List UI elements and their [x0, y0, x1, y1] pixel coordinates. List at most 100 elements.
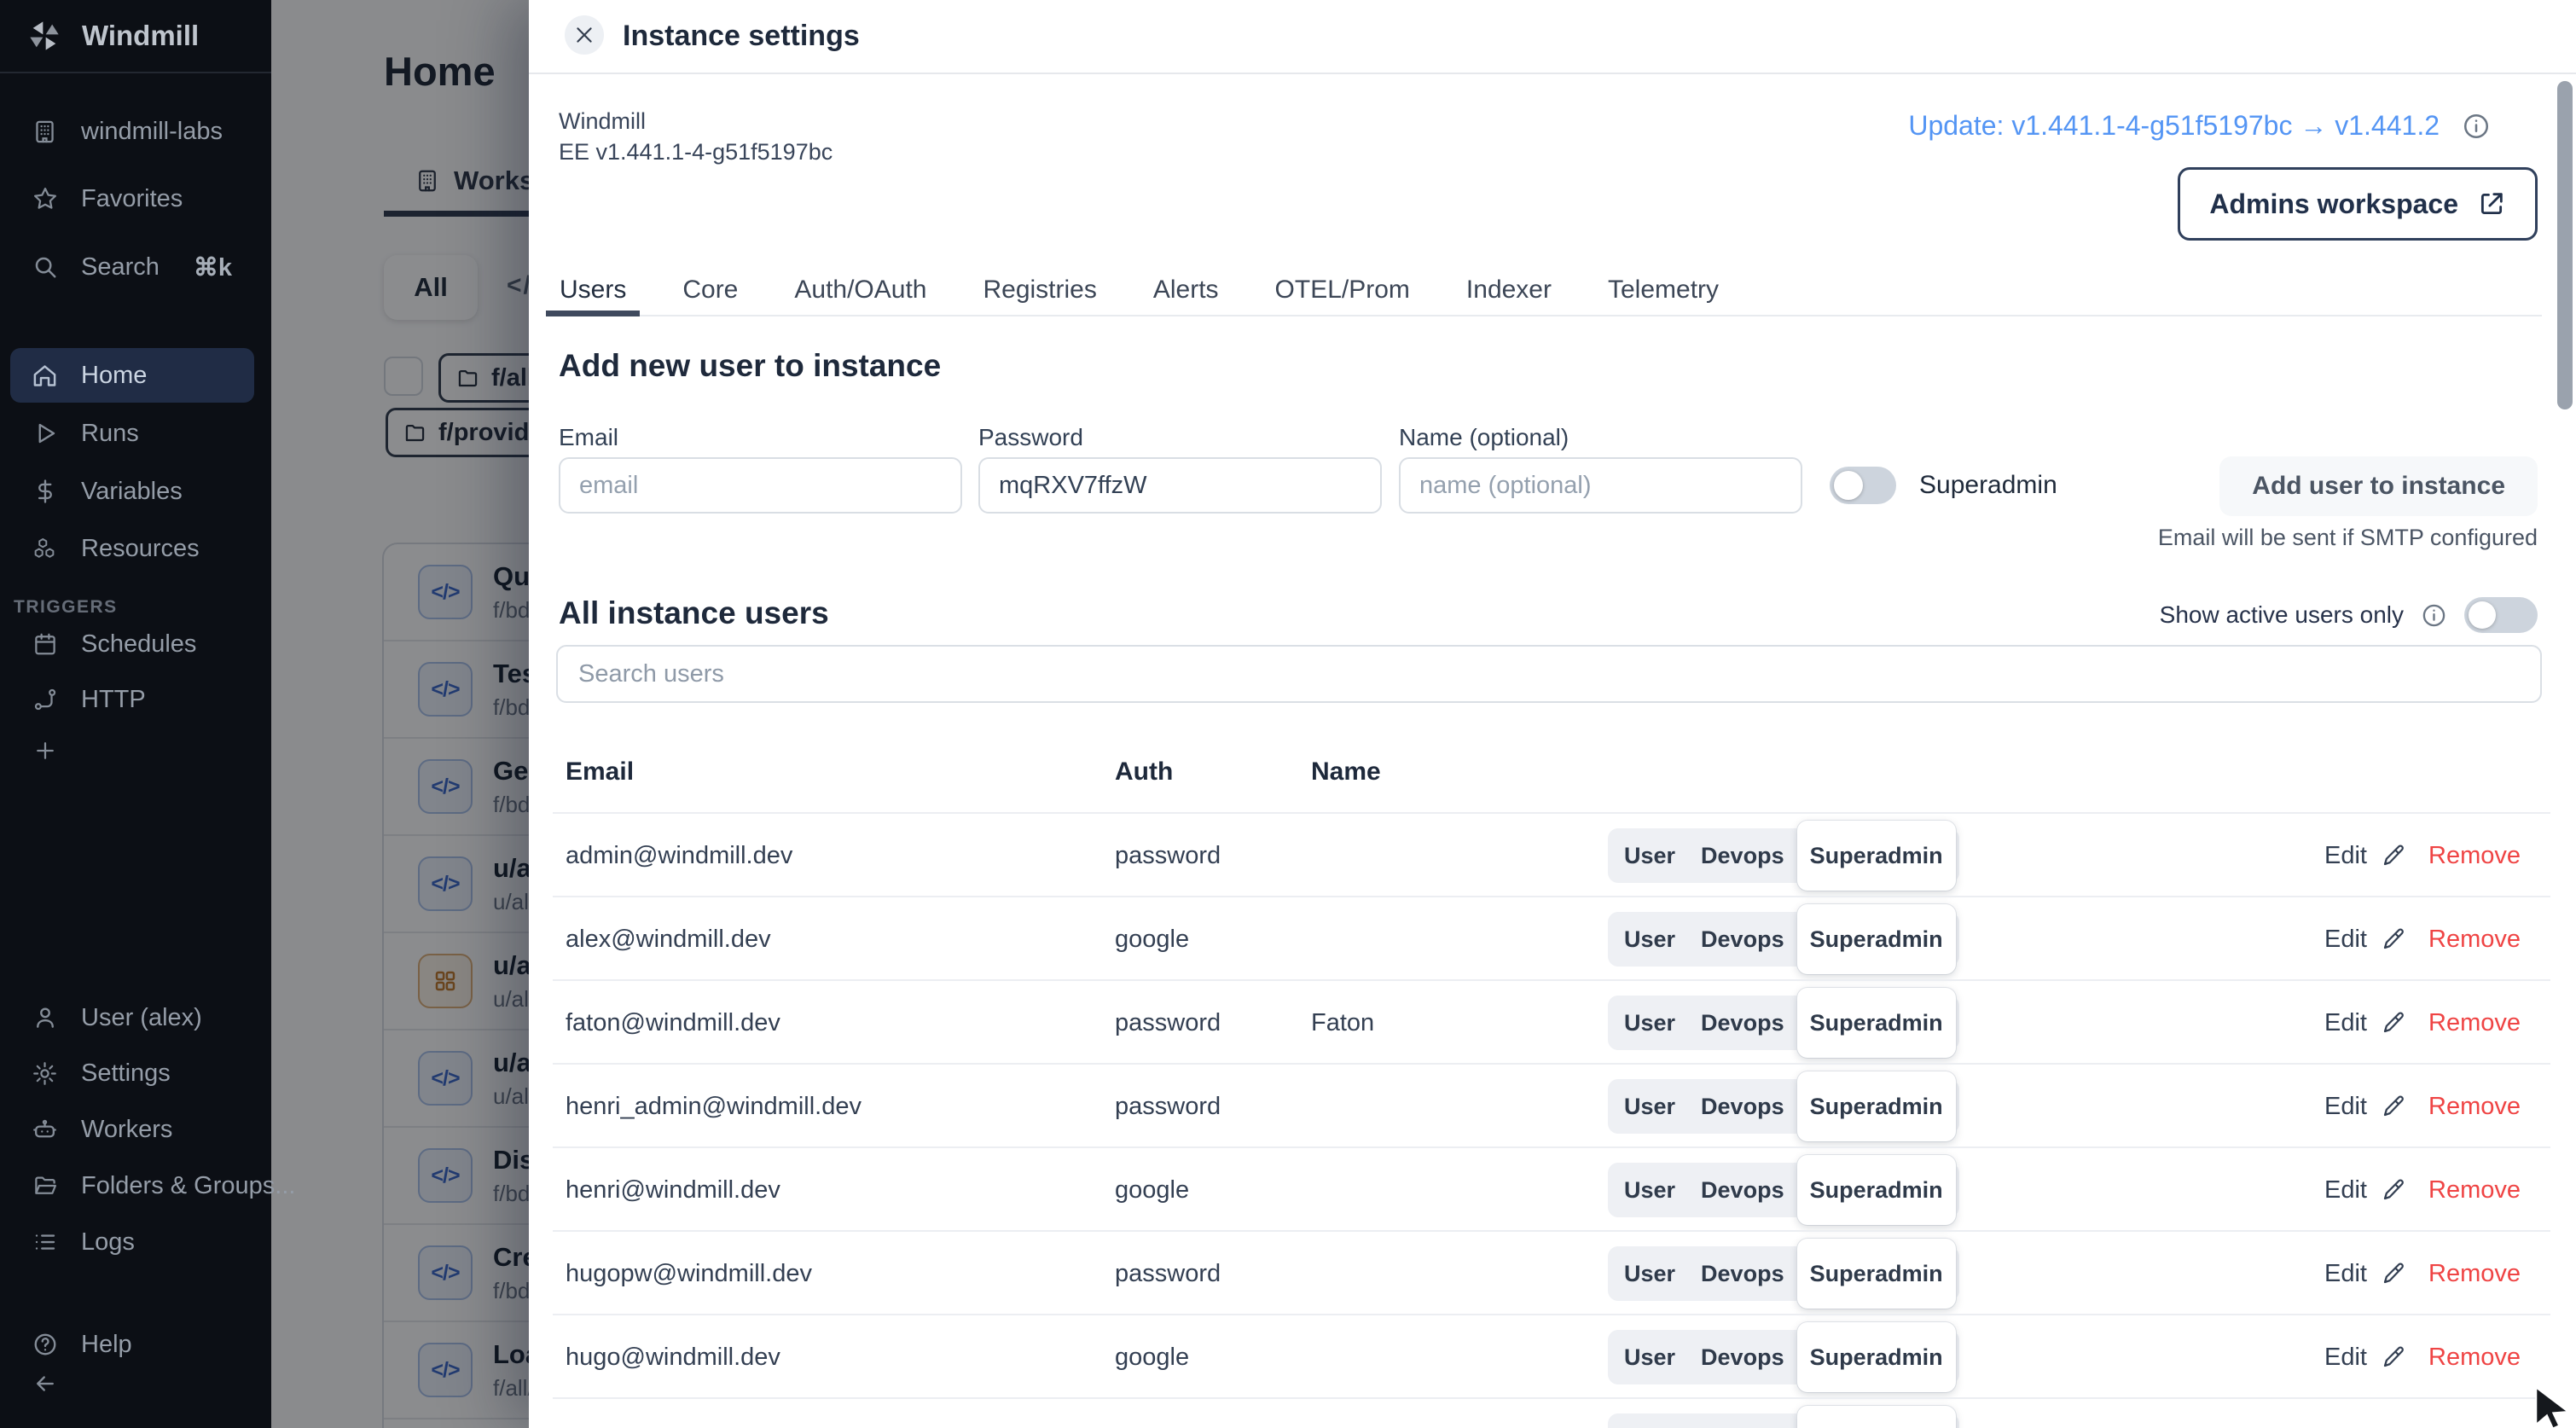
sidebar-item-label: Resources	[81, 534, 200, 562]
arrow-left-icon	[31, 1370, 59, 1398]
edit-label: Edit	[2324, 1259, 2367, 1287]
role-option-superadmin[interactable]: Superadmin	[1796, 1322, 1956, 1392]
script-icon: </>	[418, 856, 473, 911]
role-option-devops[interactable]: Devops	[1688, 1413, 1797, 1428]
role-option-devops[interactable]: Devops	[1701, 1344, 1784, 1370]
role-option-superadmin[interactable]: Superadmin	[1796, 1239, 1956, 1309]
remove-button[interactable]: Remove	[2428, 1259, 2521, 1287]
sidebar-item-runs[interactable]: Runs	[0, 409, 271, 457]
sidebar-item-favorites[interactable]: Favorites	[0, 175, 271, 223]
remove-button[interactable]: Remove	[2428, 1008, 2521, 1036]
search-icon	[31, 253, 59, 282]
role-option-user[interactable]: User	[1611, 1413, 1688, 1428]
admins-workspace-button[interactable]: Admins workspace	[2178, 167, 2538, 241]
sidebar-item-logs[interactable]: Logs	[0, 1218, 271, 1266]
info-icon[interactable]	[2462, 112, 2491, 141]
remove-button[interactable]: Remove	[2428, 1175, 2521, 1204]
app-logo[interactable]: Windmill	[0, 0, 271, 72]
role-option-user[interactable]: User	[1624, 1176, 1676, 1203]
scrollbar-thumb[interactable]	[2557, 81, 2573, 409]
info-icon[interactable]	[2421, 602, 2447, 629]
sidebar-item-label: User (alex)	[81, 1003, 202, 1031]
remove-button[interactable]: Remove	[2428, 1343, 2521, 1371]
user-auth: password	[1115, 1259, 1221, 1287]
name-field[interactable]	[1399, 457, 1802, 514]
update-link[interactable]: Update: v1.441.1-4-g51f5197bc → v1.441.2	[1908, 110, 2440, 141]
sidebar-item-resources[interactable]: Resources	[0, 525, 271, 572]
role-segmented-control: User Devops Superadmin	[1608, 1406, 1959, 1428]
role-option-devops[interactable]: Devops	[1701, 1260, 1784, 1286]
role-option-user[interactable]: User	[1624, 1009, 1676, 1036]
add-trigger-button[interactable]	[0, 727, 271, 775]
sidebar-item-schedules[interactable]: Schedules	[0, 620, 271, 668]
email-field[interactable]	[559, 457, 962, 514]
superadmin-toggle[interactable]	[1830, 467, 1896, 504]
modal-backdrop[interactable]	[271, 0, 529, 1428]
sidebar-item-label: Variables	[81, 477, 183, 505]
edit-button[interactable]: Edit	[2324, 814, 2406, 897]
tab-telemetry[interactable]: Telemetry	[1608, 275, 1720, 304]
tab-auth-oauth[interactable]: Auth/OAuth	[794, 275, 927, 304]
edit-button[interactable]: Edit	[2324, 1148, 2406, 1232]
role-option-user[interactable]: User	[1624, 926, 1676, 952]
role-option-superadmin[interactable]: Superadmin	[1796, 1406, 1956, 1428]
tab-indexer[interactable]: Indexer	[1465, 275, 1552, 304]
code-icon: </>	[507, 271, 529, 299]
role-option-superadmin[interactable]: Superadmin	[1796, 988, 1956, 1058]
role-option-superadmin[interactable]: Superadmin	[1796, 1155, 1956, 1225]
role-option-user[interactable]: User	[1624, 1260, 1676, 1286]
show-active-label: Show active users only	[2159, 601, 2404, 628]
role-option-superadmin[interactable]: Superadmin	[1796, 904, 1956, 974]
add-user-button[interactable]: Add user to instance	[2219, 456, 2538, 516]
tab-core[interactable]: Core	[682, 275, 739, 304]
triggers-section-heading: TRIGGERS	[14, 597, 118, 617]
role-option-user[interactable]: User	[1624, 1344, 1676, 1370]
search-users-input[interactable]	[556, 645, 2542, 703]
role-option-devops[interactable]: Devops	[1701, 1009, 1784, 1036]
workspace-label: windmill-labs	[81, 117, 223, 145]
sidebar-item-folders-groups[interactable]: Folders & Groups...	[0, 1162, 295, 1210]
close-button[interactable]	[565, 15, 604, 55]
sidebar-item-http[interactable]: HTTP	[0, 676, 271, 723]
role-option-superadmin[interactable]: Superadmin	[1796, 1071, 1956, 1141]
edit-button[interactable]: Edit	[2324, 981, 2406, 1065]
list-item-path: u/ale	[493, 889, 529, 914]
sidebar-item-workspace[interactable]: windmill-labs	[0, 107, 271, 155]
list-item-path: f/bd	[493, 1181, 529, 1206]
user-email: henri@windmill.dev	[566, 1175, 780, 1204]
list-item: </> Cre f/bd	[384, 1225, 529, 1322]
sidebar-item-settings[interactable]: Settings	[0, 1049, 271, 1097]
edit-button[interactable]: Edit	[2324, 1065, 2406, 1148]
tab-alerts[interactable]: Alerts	[1152, 275, 1219, 304]
show-active-toggle[interactable]	[2464, 597, 2538, 633]
sidebar-item-user[interactable]: User (alex)	[0, 994, 271, 1042]
role-option-user[interactable]: User	[1624, 842, 1676, 868]
edit-button[interactable]: Edit	[2324, 897, 2406, 981]
role-segmented-control: User Devops Superadmin	[1608, 904, 1959, 974]
tab-users[interactable]: Users	[546, 264, 641, 316]
sidebar-item-variables[interactable]: Variables	[0, 467, 271, 515]
sidebar-item-workers[interactable]: Workers	[0, 1106, 271, 1153]
role-option-devops[interactable]: Devops	[1701, 1093, 1784, 1119]
tab-otel-prom[interactable]: OTEL/Prom	[1274, 275, 1410, 304]
remove-button[interactable]: Remove	[2428, 925, 2521, 953]
sidebar-item-search[interactable]: Search ⌘k	[0, 243, 271, 291]
edit-button[interactable]: Edit	[2324, 1232, 2406, 1315]
remove-button[interactable]: Remove	[2428, 1092, 2521, 1120]
role-option-superadmin[interactable]: Superadmin	[1796, 821, 1956, 891]
collapse-sidebar-button[interactable]	[0, 1360, 271, 1408]
name-label: Name (optional)	[1399, 424, 1569, 450]
plus-icon	[31, 737, 59, 765]
edit-button[interactable]: Edit	[2324, 1315, 2406, 1399]
sidebar-item-home[interactable]: Home	[10, 348, 254, 403]
pencil-icon	[2381, 1177, 2406, 1203]
tab-registries[interactable]: Registries	[983, 275, 1097, 304]
role-option-user[interactable]: User	[1624, 1093, 1676, 1119]
remove-button[interactable]: Remove	[2428, 841, 2521, 869]
role-option-devops[interactable]: Devops	[1701, 926, 1784, 952]
role-option-devops[interactable]: Devops	[1701, 842, 1784, 868]
user-email: faton@windmill.dev	[566, 1008, 780, 1036]
password-field[interactable]	[978, 457, 1382, 514]
role-option-devops[interactable]: Devops	[1701, 1176, 1784, 1203]
sidebar-item-help[interactable]: Help	[0, 1321, 271, 1368]
